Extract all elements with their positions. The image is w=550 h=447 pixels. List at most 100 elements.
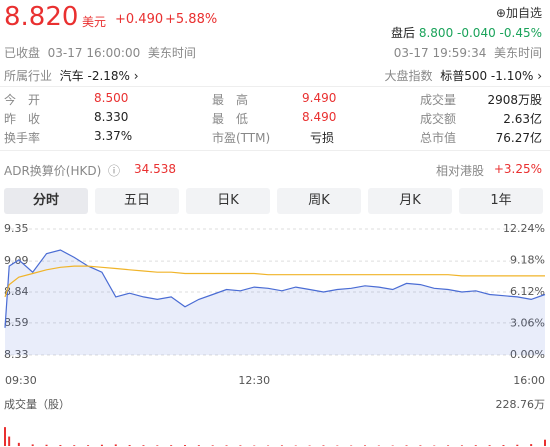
tab[interactable]: 分时 xyxy=(4,188,88,214)
watch-label[interactable]: 加自选 xyxy=(505,6,542,20)
stat-value: 76.27亿 xyxy=(495,131,542,145)
tab[interactable]: 月K xyxy=(368,188,452,214)
index-label: 大盘指数 xyxy=(384,69,433,83)
stat-label: 换手率 xyxy=(4,131,41,145)
change-pct: +5.88% xyxy=(165,12,218,27)
index-pct: -1.10% xyxy=(490,69,534,83)
adr-label: ADR换算价(HKD) xyxy=(4,164,102,178)
after-price: 8.800 xyxy=(418,26,454,40)
volume-bar xyxy=(114,444,117,446)
volume-bar xyxy=(73,445,76,446)
price: 8.820 xyxy=(4,2,79,32)
stat-value: 8.500 xyxy=(94,91,129,105)
volume-bar xyxy=(447,445,450,446)
x-tick-label: 12:30 xyxy=(238,374,270,387)
rel-label: 相对港股 xyxy=(436,164,485,178)
stat-label: 最 高 xyxy=(212,93,249,107)
after-tz: 美东时间 xyxy=(493,46,542,60)
after-label: 盘后 xyxy=(391,26,416,40)
status-time: 03-17 16:00:00 xyxy=(47,46,141,60)
status-tz: 美东时间 xyxy=(147,46,196,60)
x-tick-label: 09:30 xyxy=(5,374,37,387)
volume-bar xyxy=(17,442,20,446)
volume-bar xyxy=(544,439,546,446)
stat-label: 市盈(TTM) xyxy=(212,131,271,145)
y-tick-label: 8.33 xyxy=(4,348,29,361)
volume-bar xyxy=(280,445,283,446)
industry-name: 汽车 xyxy=(59,69,84,83)
after-time-line: 03-17 19:59:34 美东时间 xyxy=(394,44,542,61)
stat-label: 成交额 xyxy=(420,112,457,126)
y2-tick-label: 12.24% xyxy=(503,222,545,235)
divider xyxy=(0,86,550,87)
status-line: 已收盘 03-17 16:00:00 美东时间 xyxy=(4,44,196,61)
volume-bar xyxy=(31,444,34,446)
after-pct: -0.45% xyxy=(499,26,542,40)
after-change: -0.040 xyxy=(457,26,496,40)
volume-bar xyxy=(516,444,519,446)
adr-value: 34.538 xyxy=(134,162,176,176)
info-icon[interactable]: ⓘ xyxy=(108,164,121,178)
volume-bar xyxy=(225,445,228,446)
volume-title: 成交量（股） xyxy=(4,397,70,411)
volume-bar xyxy=(364,445,366,446)
industry-label: 所属行业 xyxy=(4,69,53,83)
industry-pct: -2.18% xyxy=(87,69,130,83)
tab[interactable]: 日K xyxy=(186,188,270,214)
stat-label: 昨 收 xyxy=(4,112,41,126)
stat-value: 8.490 xyxy=(302,110,337,124)
chart: 9.35 9.09 8.84 8.59 8.33 12.24% 9.18% 6.12% 3.06… xyxy=(4,222,546,446)
y2-tick-label: 6.12% xyxy=(510,285,545,298)
volume-bar xyxy=(474,445,477,446)
index-name: 标普500 xyxy=(440,69,488,83)
volume-bar xyxy=(100,444,103,446)
stat-label: 最 低 xyxy=(212,112,249,126)
volume-bar xyxy=(197,445,200,446)
y-tick-label: 9.35 xyxy=(4,222,29,235)
after-time: 03-17 19:59:34 xyxy=(393,46,487,60)
volume-bar xyxy=(45,444,48,446)
stat-label: 成交量 xyxy=(420,93,457,107)
volume-bar xyxy=(8,436,11,446)
volume-bar xyxy=(488,445,491,446)
volume-bar xyxy=(156,445,159,446)
rel-value: +3.25% xyxy=(493,162,542,176)
volume-bar xyxy=(170,445,173,446)
stat-value: 9.490 xyxy=(302,91,337,105)
volume-bar xyxy=(322,445,325,446)
volume-bar xyxy=(460,445,463,446)
y-tick-label: 8.59 xyxy=(4,316,29,329)
index[interactable]: 大盘指数 标普500 -1.10% › xyxy=(384,69,542,83)
volume-bar xyxy=(239,445,242,446)
y2-tick-label: 3.06% xyxy=(510,317,545,330)
stat-value: 8.330 xyxy=(94,110,129,124)
y-tick-label: 228.76万 xyxy=(496,398,546,411)
volume-bar xyxy=(419,445,422,446)
stat-value: 2.63亿 xyxy=(503,112,542,126)
series-line xyxy=(4,265,545,298)
status: 已收盘 xyxy=(4,46,41,60)
watch-button[interactable]: ⊕加自选 xyxy=(495,6,542,20)
volume-bar xyxy=(4,427,6,446)
industry[interactable]: 所属行业 汽车 -2.18% › xyxy=(4,69,139,83)
volume-bar xyxy=(87,445,90,446)
tab[interactable]: 1年 xyxy=(459,188,543,214)
series-line xyxy=(4,249,546,328)
stat-value: 2908万股 xyxy=(487,93,542,107)
tab[interactable]: 五日 xyxy=(95,188,179,214)
change: +0.490 xyxy=(115,12,164,27)
volume-bar xyxy=(530,444,533,446)
volume-bar xyxy=(502,445,505,446)
volume-bar xyxy=(211,445,214,446)
stat-label: 总市值 xyxy=(420,131,457,145)
stat-value: 3.37% xyxy=(94,129,133,143)
y-tick-label: 9.09 xyxy=(4,254,29,267)
y-tick-label: 8.84 xyxy=(4,285,29,298)
stat-label: 今 开 xyxy=(4,93,41,107)
currency: 美元 xyxy=(82,15,107,29)
y2-tick-label: 9.18% xyxy=(510,254,545,267)
tab[interactable]: 周K xyxy=(277,188,361,214)
price-area xyxy=(5,250,545,355)
after-hours: 盘后 8.800 -0.040 -0.45% xyxy=(391,24,542,41)
